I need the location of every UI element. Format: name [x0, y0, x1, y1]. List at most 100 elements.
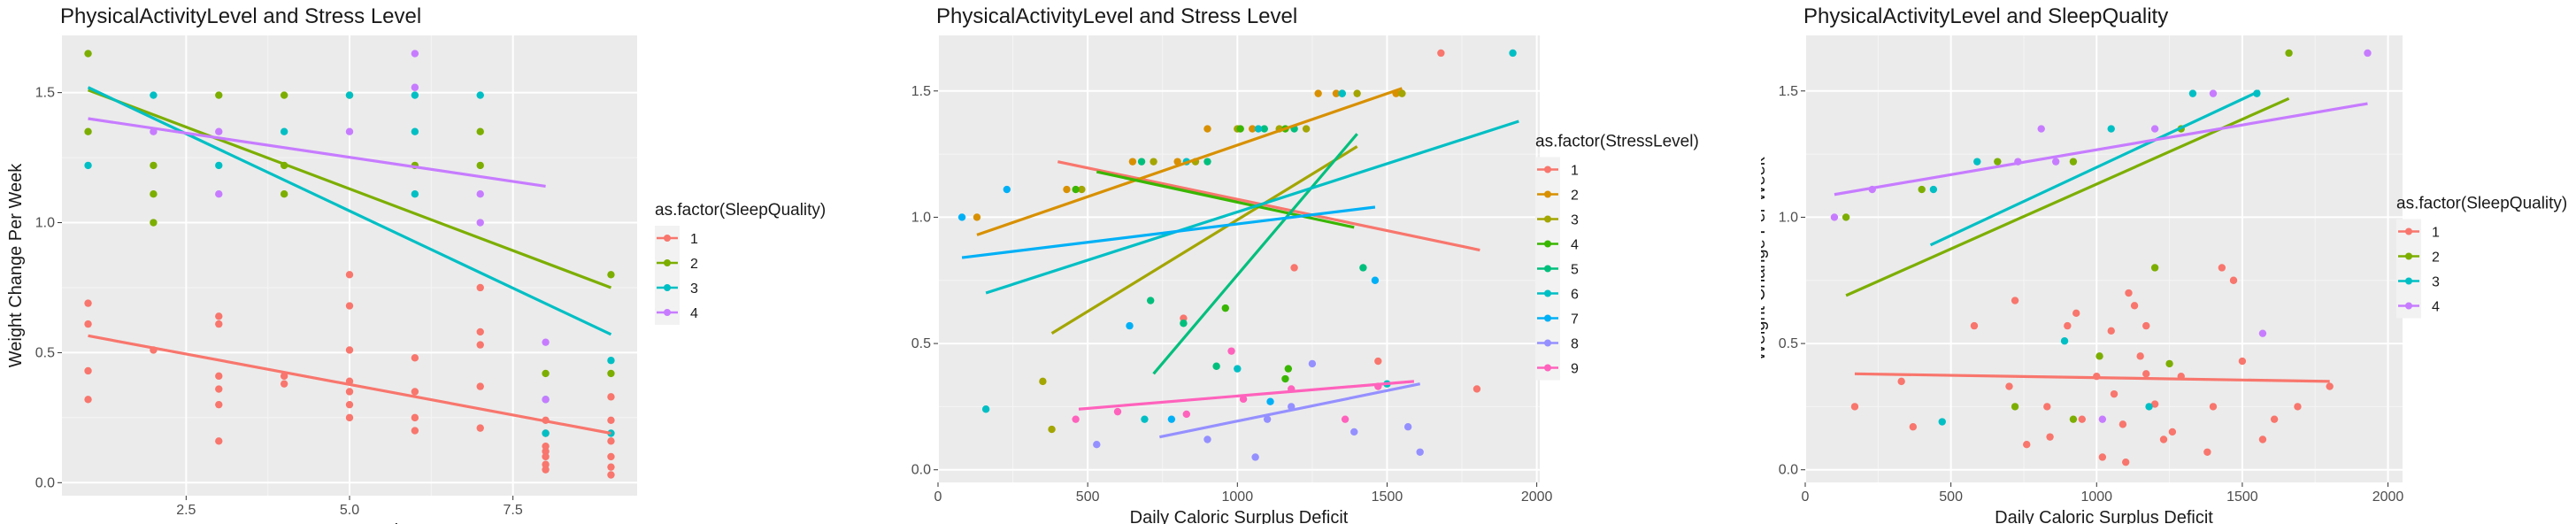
data-point: [84, 127, 92, 135]
data-point: [411, 127, 419, 135]
data-point: [2121, 458, 2130, 466]
data-point: [1254, 125, 1263, 133]
data-point: [84, 366, 92, 375]
data-point: [476, 382, 484, 390]
data-point: [1063, 185, 1071, 194]
legend-key-point: [2405, 302, 2412, 310]
data-point: [1473, 385, 1481, 393]
trend-line: [1096, 170, 1355, 229]
data-point: [345, 346, 354, 354]
data-point: [1284, 365, 1293, 373]
data-point: [1314, 89, 1322, 97]
trend-line: [985, 119, 1519, 295]
data-point: [2209, 403, 2218, 411]
x-tick-label: 5.0: [340, 503, 359, 518]
data-point: [973, 213, 981, 221]
legend-key-point: [2405, 277, 2412, 285]
data-point: [1994, 158, 2002, 166]
data-point: [542, 396, 550, 404]
data-point: [2107, 327, 2115, 335]
legend-key-point: [1544, 215, 1551, 223]
data-point: [2011, 297, 2019, 304]
data-point: [411, 83, 419, 91]
legend-title: as.factor(SleepQuality): [2396, 195, 2567, 213]
data-point: [607, 463, 615, 471]
data-point: [84, 50, 92, 58]
data-point: [1182, 410, 1190, 419]
data-point: [345, 91, 354, 99]
data-point: [150, 91, 158, 99]
data-point: [2165, 359, 2173, 368]
legend-key-point: [664, 235, 671, 242]
x-tick-label: 1500: [2226, 489, 2258, 505]
legend-key-point: [1544, 289, 1551, 297]
data-point: [280, 127, 288, 135]
legend-label: 4: [1571, 238, 1579, 253]
y-tick-label: 1.0: [1779, 210, 1798, 225]
data-point: [1260, 125, 1268, 133]
data-point: [1918, 185, 1926, 194]
data-point: [2203, 448, 2211, 456]
data-point: [215, 161, 223, 170]
legend-key-point: [2405, 227, 2412, 235]
data-point: [542, 460, 550, 468]
data-point: [1167, 415, 1176, 423]
chart-title: PhysicalActivityLevel and SleepQuality: [1803, 4, 2168, 28]
data-point: [1146, 297, 1155, 304]
data-point: [607, 369, 615, 378]
data-point: [2285, 49, 2293, 58]
legend-label: 2: [1571, 189, 1579, 204]
data-point: [607, 452, 615, 461]
data-point: [150, 219, 158, 227]
data-point: [280, 380, 288, 388]
data-point: [2095, 352, 2103, 360]
data-point: [1281, 374, 1289, 383]
data-point: [607, 471, 615, 479]
legend-label: 4: [2432, 300, 2440, 315]
data-point: [476, 341, 484, 349]
y-tick-label: 1.5: [35, 86, 55, 101]
legend-title: as.factor(StressLevel): [1535, 133, 1699, 151]
data-point: [1203, 435, 1211, 443]
data-point: [345, 400, 354, 409]
data-point: [1371, 276, 1380, 284]
y-tick-label: 0.0: [1779, 463, 1798, 478]
data-point: [2118, 420, 2127, 428]
data-point: [1830, 213, 1839, 221]
data-point: [411, 190, 419, 198]
data-point: [2110, 389, 2118, 398]
data-point: [1150, 158, 1157, 166]
x-tick-label: 7.5: [504, 503, 523, 518]
data-point: [1509, 49, 1517, 58]
legend-label: 1: [690, 232, 698, 247]
y-tick-label: 0.5: [1779, 336, 1798, 351]
data-point: [150, 161, 158, 170]
chart-panel-stress-level: PhysicalActivityLevel and Stress Level 2.…: [0, 0, 867, 524]
data-point: [1897, 377, 1905, 386]
y-tick-label: 1.5: [1779, 84, 1798, 99]
data-point: [280, 372, 288, 381]
data-point: [476, 424, 484, 432]
data-point: [1308, 359, 1317, 368]
data-point: [2072, 309, 2080, 318]
data-point: [476, 328, 484, 336]
data-point: [542, 452, 550, 461]
data-point: [1173, 158, 1181, 166]
data-point: [1249, 125, 1257, 133]
x-tick-label: 2000: [1521, 489, 1553, 505]
trend-line: [1929, 89, 2261, 247]
data-point: [215, 385, 223, 393]
scatter-chart: PhysicalActivityLevel and SleepQuality 0 5…: [1761, 4, 2567, 524]
data-point: [1141, 415, 1149, 423]
trend-line: [88, 334, 611, 435]
trend-line: [87, 89, 612, 289]
data-point: [1128, 158, 1137, 166]
data-point: [84, 320, 92, 328]
data-point: [1203, 158, 1211, 166]
data-point: [607, 416, 615, 425]
data-point: [1093, 441, 1101, 449]
data-point: [2043, 403, 2051, 411]
data-point: [542, 447, 550, 456]
data-point: [1938, 418, 1946, 426]
data-point: [1212, 362, 1220, 370]
